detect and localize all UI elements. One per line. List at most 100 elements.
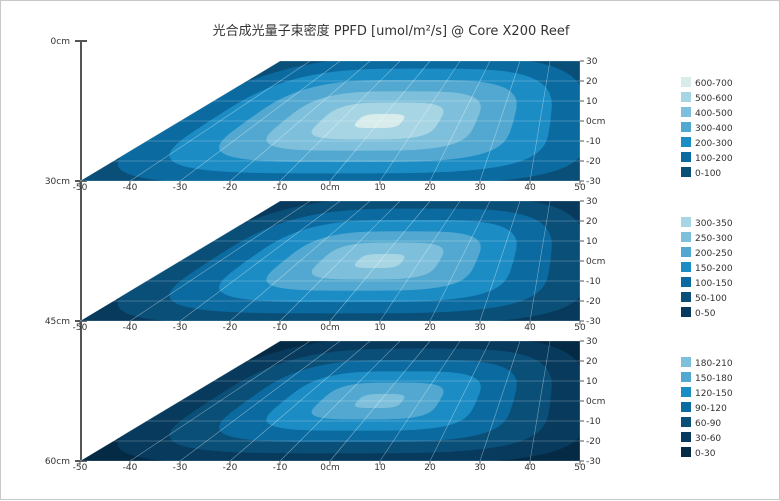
height-axis-label: 45cm — [45, 317, 70, 327]
y-tick-label: -20 — [586, 297, 601, 307]
y-tick-label: 20 — [586, 357, 598, 367]
grid-line-x — [279, 60, 401, 182]
x-tick-label: 40 — [524, 323, 536, 333]
legend-swatch — [681, 122, 691, 132]
legend-label: 500-600 — [695, 94, 733, 104]
panel-depth-30cm: -50 -40 -30 -20 -10 0cm 10 20 30 40 50 30 20 10 0cm -10… — [73, 57, 733, 193]
height-axis-label: 0cm — [51, 37, 70, 47]
grid-line-x — [429, 60, 491, 182]
legend-label: 600-700 — [695, 79, 733, 89]
y-tick-label: 0cm — [586, 117, 605, 127]
chart-title: 光合成光量子束密度 PPFD [umol/m²/s] @ Core X200 R… — [213, 23, 570, 39]
legend-depth-45cm: 300-350 250-300 200-250 150-200 100-150 50-10… — [681, 217, 733, 319]
legend-swatch — [681, 92, 691, 102]
legend-swatch — [681, 307, 691, 317]
y-tick-label: 30 — [586, 57, 598, 67]
contour-band — [354, 393, 405, 409]
y-tick-label: 10 — [586, 237, 598, 247]
contour-band — [354, 113, 405, 129]
grid-line-x — [529, 200, 551, 322]
legend-swatch — [681, 417, 691, 427]
legend-swatch — [681, 387, 691, 397]
grid-line-x — [279, 200, 401, 322]
legend-label: 30-60 — [695, 434, 721, 444]
y-tick-label: 10 — [586, 97, 598, 107]
legend-swatch — [681, 372, 691, 382]
x-tick-label: 10 — [374, 463, 386, 473]
height-axis-label: 30cm — [45, 177, 70, 187]
grid-line-x — [529, 60, 551, 182]
grid-line-x — [129, 340, 311, 462]
legend-depth-30cm: 600-700 500-600 400-500 300-400 200-300 100-2… — [681, 77, 733, 179]
grid-line-x — [129, 60, 311, 182]
legend-swatch — [681, 152, 691, 162]
y-tick-label: -10 — [586, 137, 601, 147]
y-tick-label: -10 — [586, 277, 601, 287]
y-tick-label: -30 — [586, 177, 601, 187]
grid-line-x — [229, 340, 371, 462]
x-tick-label: 30 — [474, 323, 486, 333]
grid-line-x — [229, 200, 371, 322]
grid-line-x — [479, 60, 521, 182]
legend-swatch — [681, 292, 691, 302]
grid-line-x — [479, 340, 521, 462]
grid-line-x — [79, 340, 281, 462]
legend-swatch — [681, 77, 691, 87]
legend-swatch — [681, 107, 691, 117]
y-tick-label: 20 — [586, 217, 598, 227]
x-tick-label: -10 — [273, 463, 288, 473]
x-tick-label: -20 — [223, 183, 238, 193]
y-tick-label: -30 — [586, 317, 601, 327]
x-tick-label: -20 — [223, 323, 238, 333]
panel-depth-45cm: -50 -40 -30 -20 -10 0cm 10 20 30 40 50 30 20 10 0cm -10… — [73, 197, 733, 333]
x-tick-label: -30 — [173, 323, 188, 333]
grid-line-x — [229, 60, 371, 182]
grid-line-x — [379, 60, 461, 182]
grid-line-x — [379, 200, 461, 322]
x-tick-label: -30 — [173, 183, 188, 193]
x-tick-label: 30 — [474, 183, 486, 193]
x-tick-label: 40 — [524, 463, 536, 473]
grid-line-x — [129, 200, 311, 322]
x-tick-label: -50 — [73, 463, 88, 473]
x-tick-label: 20 — [424, 463, 436, 473]
legend-label: 0-100 — [695, 169, 721, 179]
x-tick-label: -40 — [123, 463, 138, 473]
legend-label: 250-300 — [695, 234, 733, 244]
grid-line-x — [179, 340, 341, 462]
legend-swatch — [681, 167, 691, 177]
grid-line-x — [79, 200, 281, 322]
x-tick-label: -30 — [173, 463, 188, 473]
legend-label: 200-250 — [695, 249, 733, 259]
y-tick-label: -20 — [586, 437, 601, 447]
legend-swatch — [681, 217, 691, 227]
grid-line-x — [179, 200, 341, 322]
y-tick-label: -20 — [586, 157, 601, 167]
legend-swatch — [681, 277, 691, 287]
legend-depth-60cm: 180-210 150-180 120-150 90-120 60-90 30-60 0-3… — [681, 357, 733, 459]
grid-line-x — [379, 340, 461, 462]
legend-label: 180-210 — [695, 359, 733, 369]
legend-label: 300-350 — [695, 219, 733, 229]
x-tick-label: -50 — [73, 323, 88, 333]
x-tick-label: -10 — [273, 183, 288, 193]
x-tick-label: 0cm — [320, 323, 339, 333]
x-tick-label: 0cm — [320, 463, 339, 473]
x-tick-label: -40 — [123, 183, 138, 193]
x-tick-label: 50 — [574, 183, 586, 193]
x-tick-label: -10 — [273, 323, 288, 333]
x-tick-label: 50 — [574, 463, 586, 473]
legend-swatch — [681, 137, 691, 147]
grid-line-x — [179, 60, 341, 182]
x-tick-label: 30 — [474, 463, 486, 473]
grid-line-x — [329, 340, 431, 462]
legend-swatch — [681, 247, 691, 257]
x-tick-label: 40 — [524, 183, 536, 193]
y-tick-label: -30 — [586, 457, 601, 467]
x-tick-label: 10 — [374, 323, 386, 333]
legend-label: 0-50 — [695, 309, 716, 319]
x-tick-label: 10 — [374, 183, 386, 193]
x-tick-label: 0cm — [320, 183, 339, 193]
y-tick-label: 30 — [586, 337, 598, 347]
